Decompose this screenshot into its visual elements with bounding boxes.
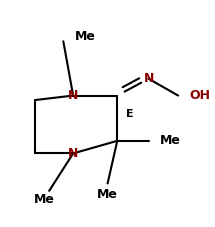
Text: N: N [68,89,78,102]
Text: N: N [68,147,78,160]
Text: Me: Me [97,188,118,201]
Text: E: E [126,109,134,119]
Text: Me: Me [160,134,181,147]
Text: N: N [143,72,154,85]
Text: Me: Me [75,30,95,43]
Text: Me: Me [34,193,54,206]
Text: OH: OH [189,89,210,102]
